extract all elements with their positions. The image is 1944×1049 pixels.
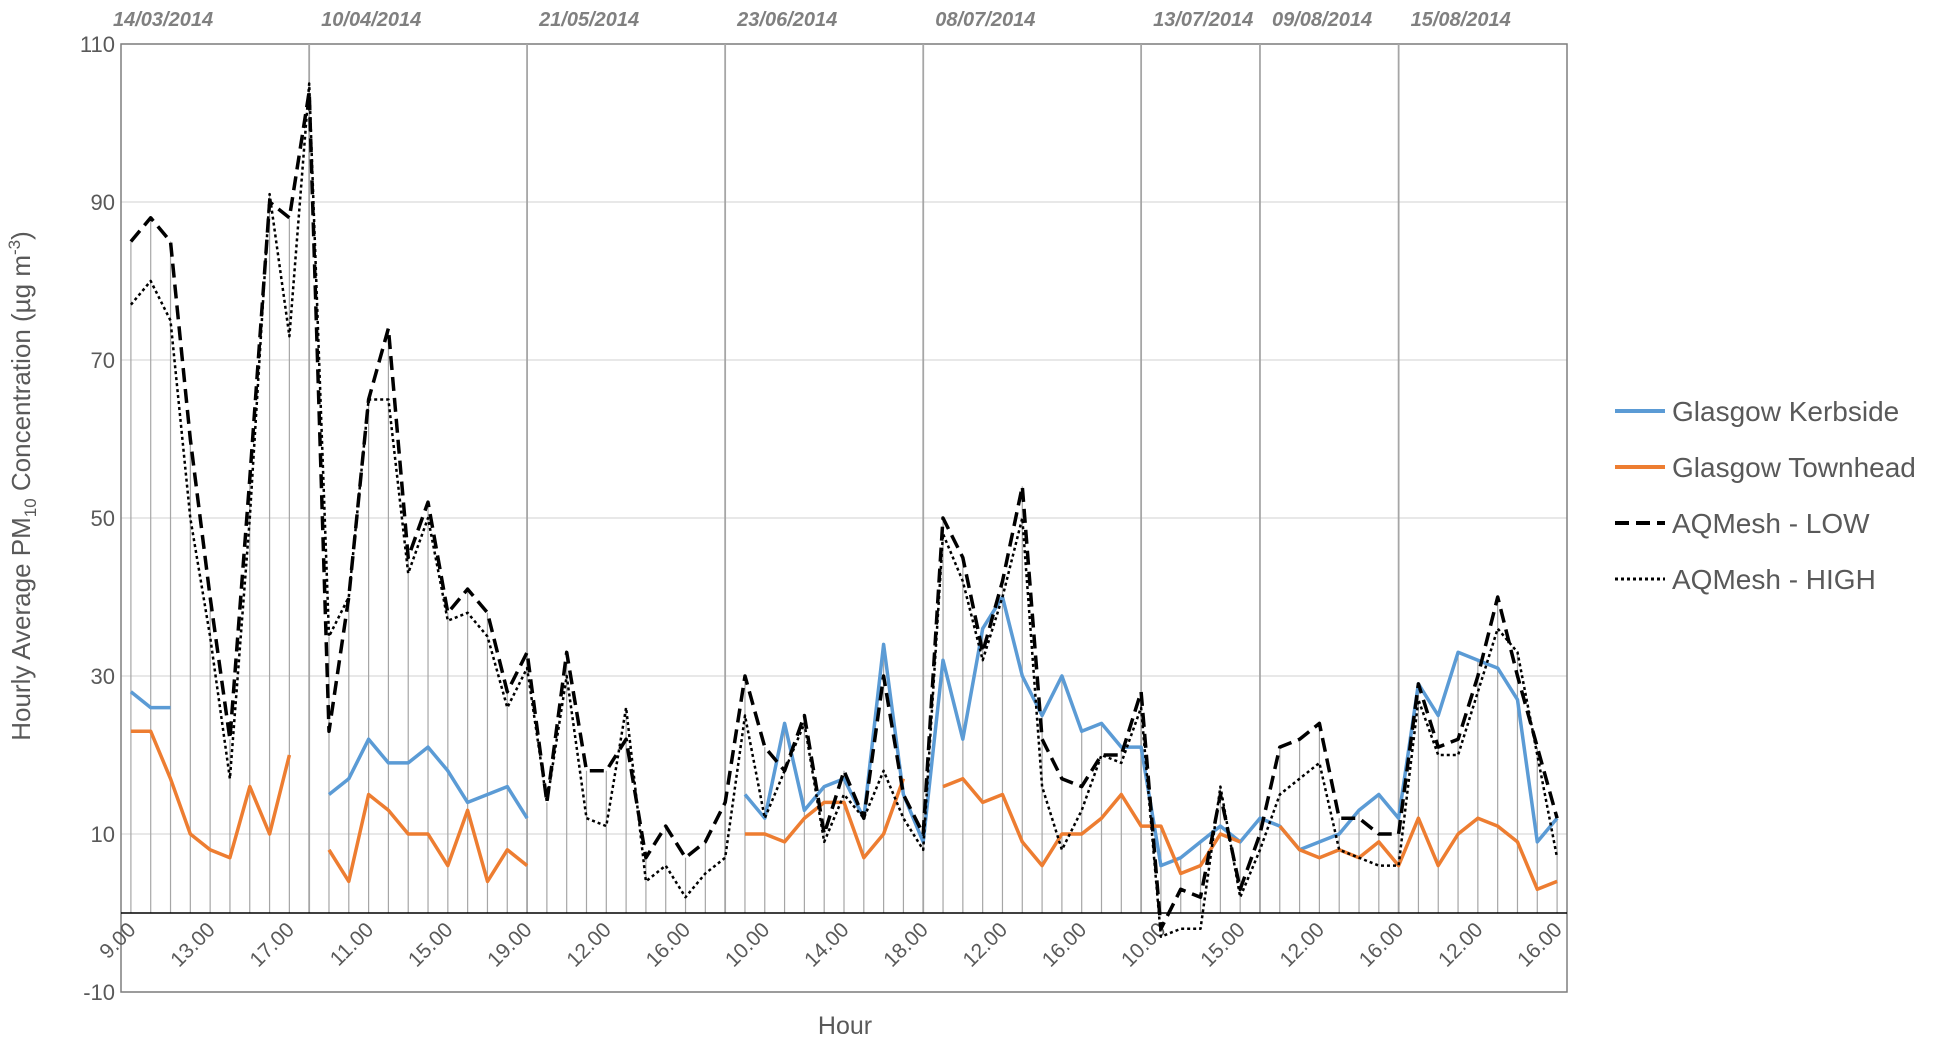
- x-tick-label: 9.00: [95, 918, 140, 963]
- y-title-part: Concentration (µg m: [6, 255, 36, 498]
- date-label: 08/07/2014: [935, 9, 1035, 31]
- x-tick-label: 16.00: [642, 918, 695, 971]
- x-tick-label: 16.00: [1355, 918, 1408, 971]
- x-tick-label: 19.00: [483, 918, 536, 971]
- legend-label: AQMesh - HIGH: [1672, 564, 1876, 595]
- date-label: 09/08/2014: [1272, 9, 1372, 31]
- x-tick-label: 17.00: [245, 918, 298, 971]
- y-title-sup: -3: [5, 240, 24, 255]
- date-label: 13/07/2014: [1153, 9, 1253, 31]
- x-axis-title: Hour: [818, 1012, 872, 1040]
- x-tick-label: 10.00: [721, 918, 774, 971]
- plot-frame: [120, 43, 1568, 993]
- y-tick-label: 30: [91, 664, 115, 689]
- legend-label: Glasgow Townhead: [1672, 452, 1916, 483]
- x-tick-label: 13.00: [166, 918, 219, 971]
- x-tick-label: 16.00: [1038, 918, 1091, 971]
- legend-label: Glasgow Kerbside: [1672, 396, 1899, 427]
- series-line: [130, 729, 1558, 892]
- date-label: 10/04/2014: [321, 9, 421, 31]
- x-tick-label: 14.00: [800, 918, 853, 971]
- y-title-part: Hourly Average PM: [6, 517, 36, 741]
- y-tick-label: 70: [91, 348, 115, 373]
- y-tick-label: 10: [91, 822, 115, 847]
- x-tick-label: 18.00: [879, 918, 932, 971]
- y-axis-title: Hourly Average PM10 Concentration (µg m-…: [5, 231, 40, 741]
- x-tick-label: 12.00: [959, 918, 1012, 971]
- x-tick-label: 11.00: [326, 918, 378, 970]
- y-title-sub: 10: [21, 498, 40, 517]
- x-tick-label: 15.00: [1196, 918, 1249, 971]
- date-label: 21/05/2014: [538, 9, 639, 31]
- y-tick-label: 110: [80, 32, 115, 57]
- x-tick-label: 12.00: [1434, 918, 1487, 971]
- y-tick-label: 50: [91, 506, 115, 531]
- date-label: 15/08/2014: [1411, 9, 1511, 31]
- x-tick-label: 12.00: [1276, 918, 1329, 971]
- date-label: 14/03/2014: [113, 9, 213, 31]
- date-label: 23/06/2014: [736, 9, 837, 31]
- x-tick-label: 12.00: [562, 918, 615, 971]
- y-title-part: ): [6, 231, 36, 240]
- x-tick-label: 16.00: [1513, 918, 1566, 971]
- series-line: [129, 82, 1559, 938]
- x-tick-label: 15.00: [404, 918, 457, 971]
- y-tick-label: -10: [83, 980, 115, 1005]
- y-tick-label: 90: [91, 190, 115, 215]
- legend-label: AQMesh - LOW: [1672, 508, 1870, 539]
